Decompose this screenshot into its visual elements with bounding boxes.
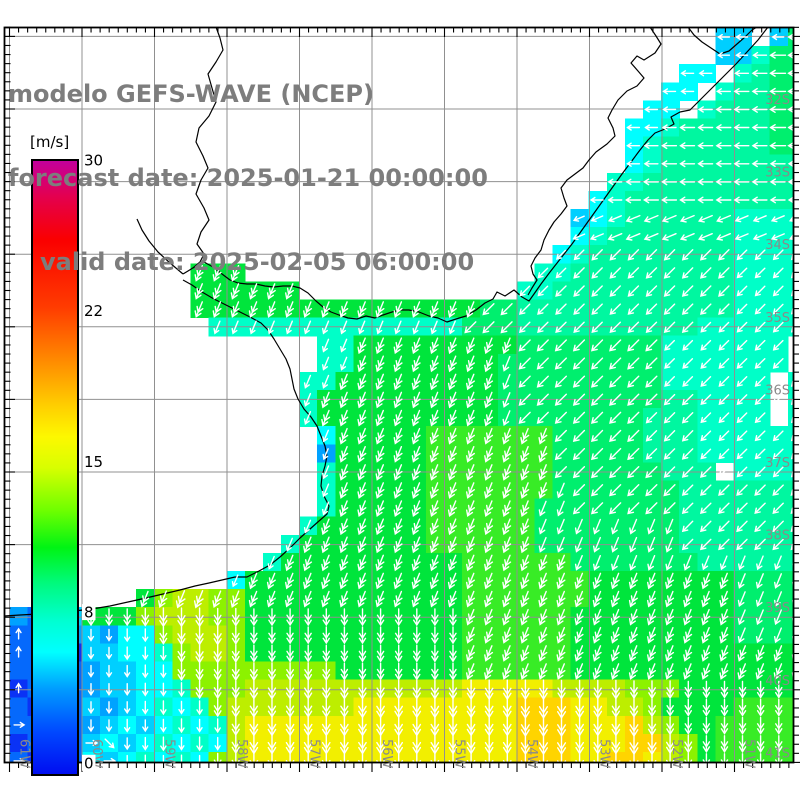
colorbar-tick-label: 30 — [84, 152, 103, 170]
colorbar-tick-label: 0 — [84, 754, 94, 772]
lat-label: 37S — [765, 456, 790, 471]
colorbar-tick-label: 22 — [84, 302, 103, 320]
lat-label: 41S — [765, 746, 790, 761]
map-frame — [3, 26, 800, 772]
lat-label: 39S — [765, 601, 790, 616]
colorbar-tick-label: 8 — [84, 604, 94, 622]
lon-label: 53W — [597, 739, 612, 769]
lat-label: 38S — [765, 529, 790, 544]
lon-label: 55W — [452, 739, 467, 769]
axis-labels: 61W 60W 59W 58W 57W 56W 55W 54W 53W 52W 51W32S33S3… — [17, 93, 791, 769]
lon-label: 52W — [669, 739, 684, 769]
lat-label: 34S — [765, 238, 790, 253]
lat-label: 40S — [765, 674, 790, 689]
lon-label: 59W — [162, 739, 177, 769]
lon-label: 51W — [742, 739, 757, 769]
arrow-layer — [13, 33, 794, 763]
tick-marks — [5, 26, 800, 772]
lon-label: 56W — [379, 739, 394, 769]
lat-label: 33S — [765, 166, 790, 181]
lat-label: 36S — [765, 383, 790, 398]
lon-label: 58W — [234, 739, 249, 769]
lon-label: 61W — [17, 739, 32, 769]
colorbar: 30 22 15 8 0 — [31, 152, 103, 776]
lon-label: 54W — [524, 739, 539, 769]
lat-label: 35S — [765, 311, 790, 326]
lat-label: 32S — [765, 93, 790, 108]
map-inner-layers — [4, 27, 794, 763]
colorbar-tick-label: 15 — [84, 453, 103, 471]
lon-label: 57W — [307, 739, 322, 769]
